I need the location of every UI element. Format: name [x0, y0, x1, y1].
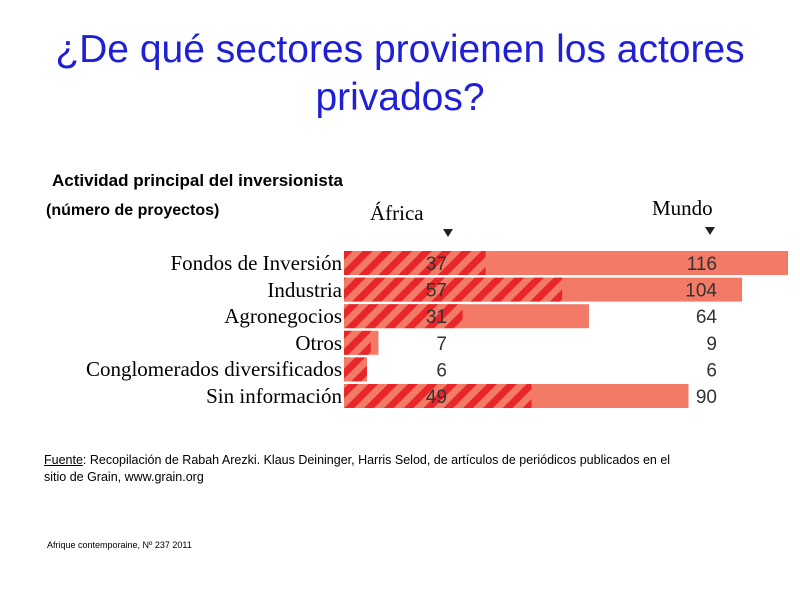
value-label-mundo: 116 — [687, 254, 717, 275]
value-label-mundo: 9 — [706, 334, 717, 355]
legend-africa: África — [370, 201, 424, 225]
category-label: Conglomerados diversificados — [85, 357, 342, 382]
value-label-mundo: 104 — [685, 281, 717, 302]
bar-africa — [344, 251, 486, 275]
value-label-mundo: 6 — [706, 360, 717, 381]
category-label: Sin información — [206, 384, 342, 408]
category-label: Agronegocios — [224, 304, 342, 329]
bar-africa — [344, 384, 532, 408]
chart-subtitle: (número de proyectos) — [46, 202, 220, 219]
value-label-africa: 7 — [436, 334, 447, 355]
mundo-marker-icon — [705, 227, 715, 235]
value-label-africa: 49 — [426, 387, 447, 408]
slide-title: ¿De qué sectores provienen los actores p… — [55, 28, 745, 119]
value-label-mundo: 64 — [696, 307, 718, 328]
category-label: Industria — [267, 277, 342, 302]
bar-africa — [344, 357, 367, 382]
bar-africa — [344, 304, 463, 329]
value-label-africa: 57 — [426, 281, 447, 302]
legend-mundo: Mundo — [652, 196, 713, 220]
category-label: Otros — [295, 330, 342, 355]
source-text: : Recopilación de Rabah Arezki. Klaus De… — [44, 453, 671, 484]
africa-marker-icon — [443, 229, 453, 237]
bar-africa — [344, 330, 371, 355]
bar-africa — [344, 277, 563, 302]
value-label-africa: 37 — [426, 254, 447, 275]
source-label: Fuente — [44, 453, 83, 467]
value-label-mundo: 90 — [696, 387, 717, 408]
value-label-africa: 6 — [436, 360, 447, 381]
category-label: Fondos de Inversión — [170, 251, 343, 275]
source-note: Fuente: Recopilación de Rabah Arezki. Kl… — [44, 452, 684, 486]
value-label-africa: 31 — [426, 307, 447, 328]
footer-citation: Afrique contemporaine, Nº 237 2011 — [47, 540, 192, 550]
chart-title: Actividad principal del inversionista — [52, 171, 343, 190]
